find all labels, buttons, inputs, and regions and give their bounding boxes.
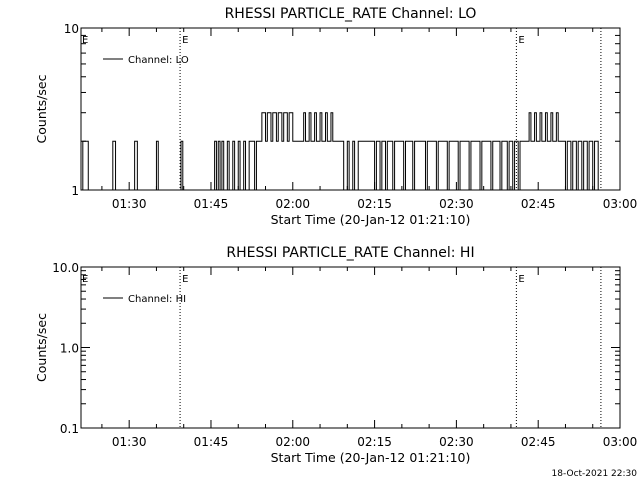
panel-1-series-0 [81,112,601,191]
panel-2-xtick-label-3: 02:15 [357,435,392,449]
panel-2-xtick-label-1: 01:45 [194,435,229,449]
panel-1-xtick-label-4: 02:30 [439,197,474,211]
panel-2-xlabel: Start Time (20-Jan-12 01:21:10) [271,450,471,465]
panel-2-title: RHESSI PARTICLE_RATE Channel: HI [226,245,474,261]
panel-2-xtick-label-0: 01:30 [112,435,147,449]
panel-1-xtick-label-2: 02:00 [275,197,310,211]
panel-2-ytick-label-0: 0.1 [60,422,79,436]
panel-2: RHESSI PARTICLE_RATE Channel: HI 01:30 01:… [34,245,637,465]
panel-1-title: RHESSI PARTICLE_RATE Channel: LO [225,6,477,22]
panel-1-ytick-label-0: 1 [71,184,79,198]
panel-2-ytick-label-2: 10.0 [52,261,79,275]
panel-2-ylabel: Counts/sec [34,313,49,382]
panel-2-xtick-label-4: 02:30 [439,435,474,449]
panel-1-xtick-label-6: 03:00 [603,197,638,211]
panel-2-legend-entry: Channel: HI [128,294,186,305]
panel-2-ytick-label-1: 1.0 [60,342,79,356]
panel-2-xtick-label-6: 03:00 [603,435,638,449]
panel-2-event-label-1: E [518,274,524,285]
panel-1-event-label-start: E [82,35,88,46]
panel-2-xtick-label-5: 02:45 [521,435,556,449]
panel-1-event-label-0: E [182,35,188,46]
panel-1-ylabel: Counts/sec [34,74,49,143]
panel-1-legend-entry: Channel: LO [128,55,189,66]
panel-1-xtick-label-3: 02:15 [357,197,392,211]
panel-1-xlabel: Start Time (20-Jan-12 01:21:10) [271,212,471,227]
date-stamp: 18-Oct-2021 22:30 [552,469,638,479]
panel-1-xtick-label-5: 02:45 [521,197,556,211]
panel-1-xtick-label-1: 01:45 [194,197,229,211]
panel-2-event-label-0: E [182,274,188,285]
panel-2-xtick-label-2: 02:00 [275,435,310,449]
panel-1-ytick-label-1: 10 [64,22,79,36]
panel-2-event-label-start: E [82,274,88,285]
panel-1-event-label-1: E [518,35,524,46]
panel-1-xtick-label-0: 01:30 [112,197,147,211]
panel-1: RHESSI PARTICLE_RATE Channel: LO 01:30 01:… [34,6,637,227]
chart-panels: RHESSI PARTICLE_RATE Channel: LO 01:30 01:… [34,6,637,465]
